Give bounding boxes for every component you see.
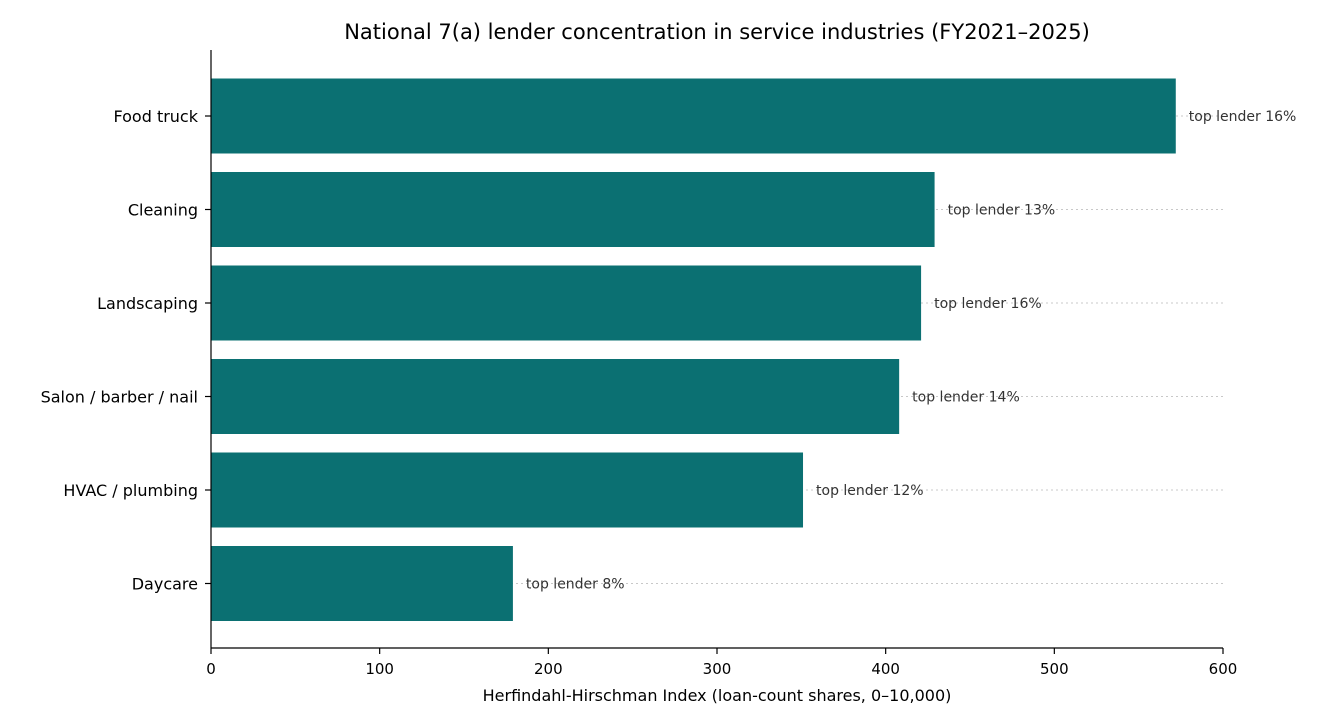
x-tick-label-100: 100	[365, 660, 394, 678]
category-label-landscaping: Landscaping	[97, 294, 198, 313]
data-label-daycare: top lender 8%	[526, 577, 625, 593]
x-tick-label-400: 400	[871, 660, 900, 678]
data-labels: top lender 16% top lender 13% top lender 1…	[526, 109, 1296, 593]
x-tick-label-300: 300	[703, 660, 732, 678]
chart-title: National 7(a) lender concentration in se…	[344, 20, 1090, 44]
data-label-food-truck: top lender 16%	[1189, 109, 1297, 125]
bar-cleaning	[211, 172, 935, 247]
bar-hvac-plumbing	[211, 452, 804, 528]
category-label-cleaning: Cleaning	[128, 201, 198, 220]
data-label-landscaping: top lender 16%	[934, 296, 1042, 312]
bar-landscaping	[211, 265, 922, 341]
bar-daycare	[211, 546, 513, 621]
category-label-daycare: Daycare	[132, 575, 198, 594]
category-label-hvac-plumbing: HVAC / plumbing	[63, 481, 198, 500]
bars	[211, 78, 1176, 621]
data-label-hvac-plumbing: top lender 12%	[816, 483, 924, 499]
category-label-food-truck: Food truck	[113, 107, 198, 126]
x-tick-label-200: 200	[534, 660, 563, 678]
data-label-cleaning: top lender 13%	[948, 203, 1056, 219]
bar-salon-barber-nail	[211, 359, 900, 434]
category-labels: Food truck Cleaning Landscaping Salon / bar…	[41, 107, 211, 594]
bar-food-truck	[211, 78, 1176, 154]
x-ticks: 0 100 200 300 400 500 600	[206, 648, 1237, 678]
x-axis-label: Herfindahl-Hirschman Index (loan-count s…	[483, 686, 952, 705]
category-label-salon-barber-nail: Salon / barber / nail	[41, 388, 198, 407]
x-tick-label-500: 500	[1040, 660, 1069, 678]
data-label-salon-barber-nail: top lender 14%	[912, 390, 1020, 406]
x-tick-label-0: 0	[206, 660, 216, 678]
x-tick-label-600: 600	[1209, 660, 1238, 678]
